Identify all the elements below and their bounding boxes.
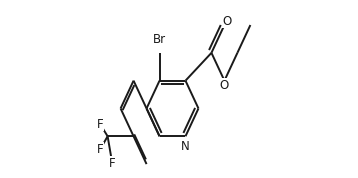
Text: Br: Br [153, 33, 166, 46]
Text: O: O [220, 79, 229, 92]
Text: O: O [223, 15, 232, 28]
Text: F: F [97, 118, 103, 131]
Text: F: F [109, 157, 116, 170]
Text: N: N [181, 140, 190, 153]
Text: F: F [97, 143, 103, 156]
